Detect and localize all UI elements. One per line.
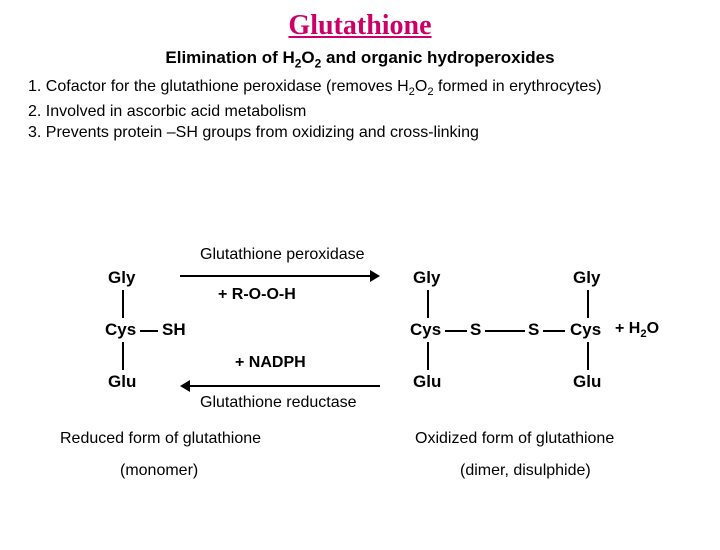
dimer-b-bond-gly-cys <box>587 290 589 318</box>
dimer-b-bond-cys-glu <box>587 342 589 370</box>
subtitle-mid: O <box>301 48 314 67</box>
nadph-substrate: + NADPH <box>235 354 306 372</box>
dimer-a-glu: Glu <box>413 372 441 392</box>
water-product: + H2O <box>615 320 659 340</box>
bullet-list: 1. Cofactor for the glutathione peroxida… <box>28 76 692 143</box>
peroxidase-label: Glutathione peroxidase <box>200 246 365 264</box>
dimer-caption: (dimer, disulphide) <box>460 462 591 480</box>
dimer-a-bond-cys-glu <box>427 342 429 370</box>
disulfide-bond-mid <box>485 330 525 332</box>
left-sh: SH <box>162 320 186 340</box>
forward-arrow-icon <box>180 270 380 282</box>
dimer-a-bond-gly-cys <box>427 290 429 318</box>
left-bond-cys-glu <box>122 342 124 370</box>
water-pre: + H <box>615 320 640 337</box>
disulfide-bond-2 <box>543 330 565 332</box>
reverse-arrow-icon <box>180 380 380 392</box>
reduced-caption: Reduced form of glutathione <box>60 430 261 448</box>
left-bond-cys-sh <box>140 330 158 332</box>
bullet-2: 2. Involved in ascorbic acid metabolism <box>28 101 692 123</box>
left-bond-gly-cys <box>122 290 124 318</box>
disulfide-s1: S <box>470 320 481 340</box>
dimer-a-cys: Cys <box>410 320 441 340</box>
page-title: Glutathione <box>0 10 720 42</box>
left-glu: Glu <box>108 372 136 392</box>
peroxide-substrate: + R-O-O-H <box>218 286 296 304</box>
disulfide-s2: S <box>528 320 539 340</box>
b1-pre: 1. Cofactor for the glutathione peroxida… <box>28 78 409 95</box>
subtitle-post: and organic hydroperoxides <box>321 48 554 67</box>
dimer-b-glu: Glu <box>573 372 601 392</box>
diagram-region: Gly Cys SH Glu Glutathione peroxidase + … <box>0 240 720 540</box>
b1-post: formed in erythrocytes) <box>434 78 602 95</box>
left-gly: Gly <box>108 268 135 288</box>
disulfide-bond-1 <box>445 330 467 332</box>
reductase-label: Glutathione reductase <box>200 394 357 412</box>
bullet-1: 1. Cofactor for the glutathione peroxida… <box>28 76 692 100</box>
b1-mid: O <box>415 78 427 95</box>
dimer-b-cys: Cys <box>570 320 601 340</box>
subtitle-pre: Elimination of H <box>165 48 294 67</box>
dimer-a-gly: Gly <box>413 268 440 288</box>
subtitle: Elimination of H2O2 and organic hydroper… <box>0 48 720 70</box>
bullet-3: 3. Prevents protein –SH groups from oxid… <box>28 122 692 144</box>
water-post: O <box>647 320 659 337</box>
oxidized-caption: Oxidized form of glutathione <box>415 430 614 448</box>
left-cys: Cys <box>105 320 136 340</box>
dimer-b-gly: Gly <box>573 268 600 288</box>
monomer-caption: (monomer) <box>120 462 198 480</box>
